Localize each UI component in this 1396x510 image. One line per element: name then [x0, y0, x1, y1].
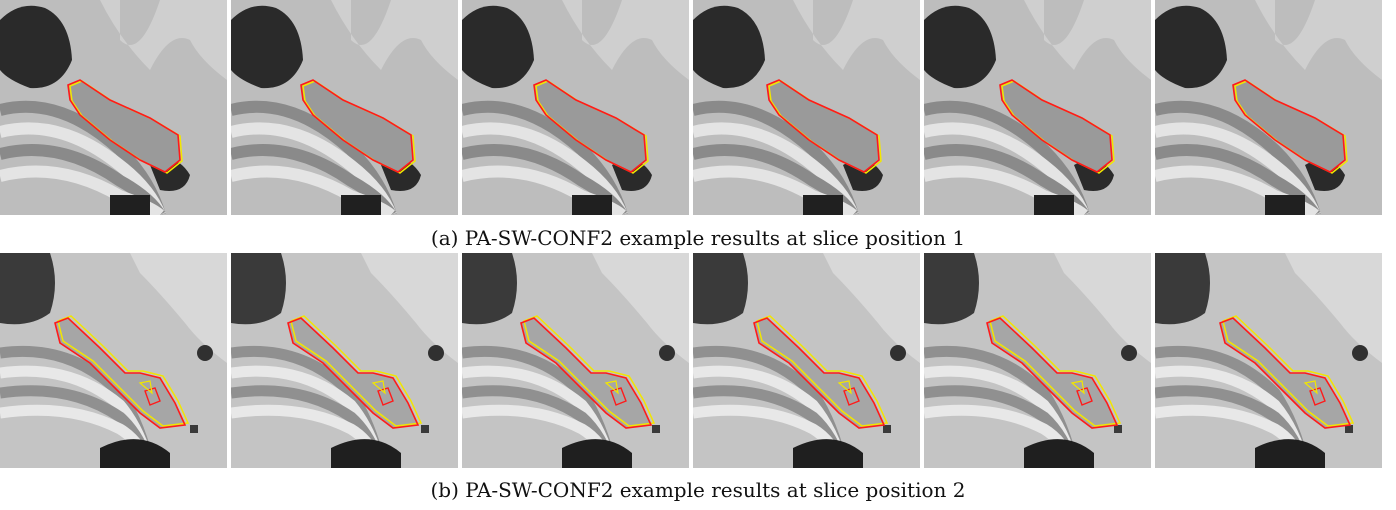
mri-slice-a1 [0, 0, 227, 215]
mri-slice-a2 [231, 0, 458, 215]
mri-slice-a3 [462, 0, 689, 215]
figure-row-a [0, 0, 1396, 215]
mri-slice-b4 [693, 253, 920, 468]
mri-slice-b5 [924, 253, 1151, 468]
mri-slice-a5 [924, 0, 1151, 215]
figure-caption-a: (a) PA-SW-CONF2 example results at slice… [430, 226, 966, 250]
figure-caption-b: (b) PA-SW-CONF2 example results at slice… [430, 478, 966, 502]
figure-row-b [0, 253, 1396, 468]
mri-slice-a4 [693, 0, 920, 215]
mri-slice-b3 [462, 253, 689, 468]
mri-slice-a6 [1155, 0, 1382, 215]
mri-slice-b6 [1155, 253, 1382, 468]
mri-slice-b2 [231, 253, 458, 468]
mri-slice-b1 [0, 253, 227, 468]
